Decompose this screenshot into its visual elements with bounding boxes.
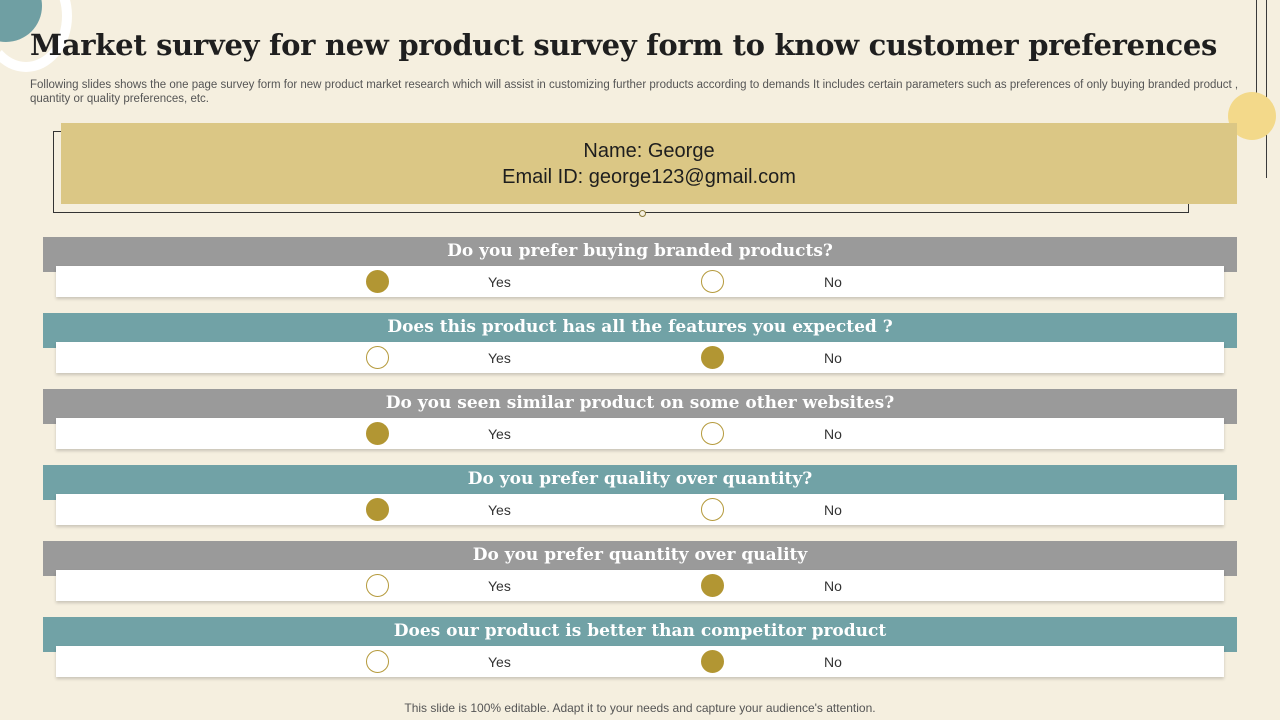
slide-subtitle: Following slides shows the one page surv… [30, 79, 1239, 105]
answer-row: Yes No [56, 494, 1224, 525]
no-radio[interactable] [701, 574, 724, 597]
no-label: No [824, 654, 842, 670]
yes-radio[interactable] [366, 422, 389, 445]
corner-ring-decoration [0, 0, 72, 72]
question-block: Do you prefer quality over quantity? Yes… [43, 465, 1237, 529]
yes-radio[interactable] [366, 270, 389, 293]
connector-dot [639, 210, 646, 217]
vertical-line-decoration [1256, 0, 1257, 118]
slide-title: Market survey for new product survey for… [30, 28, 1218, 62]
no-label: No [824, 274, 842, 290]
no-radio[interactable] [701, 498, 724, 521]
no-label: No [824, 350, 842, 366]
info-frame-corner [53, 131, 61, 132]
question-text: Do you prefer quality over quantity? [467, 469, 813, 489]
answer-row: Yes No [56, 570, 1224, 601]
yes-label: Yes [488, 578, 511, 594]
yes-radio[interactable] [366, 650, 389, 673]
question-block: Does this product has all the features y… [43, 313, 1237, 377]
question-text: Do you prefer quantity over quality [472, 545, 808, 565]
no-label: No [824, 578, 842, 594]
yes-label: Yes [488, 502, 511, 518]
slide-footer: This slide is 100% editable. Adapt it to… [404, 701, 876, 715]
no-label: No [824, 426, 842, 442]
answer-row: Yes No [56, 266, 1224, 297]
respondent-email: Email ID: george123@gmail.com [502, 165, 796, 188]
no-radio[interactable] [701, 650, 724, 673]
yes-label: Yes [488, 274, 511, 290]
yes-label: Yes [488, 426, 511, 442]
question-text: Does this product has all the features y… [387, 317, 893, 337]
yes-radio[interactable] [366, 346, 389, 369]
no-radio[interactable] [701, 422, 724, 445]
answer-row: Yes No [56, 646, 1224, 677]
yes-label: Yes [488, 350, 511, 366]
question-block: Do you prefer quantity over quality Yes … [43, 541, 1237, 605]
question-text: Do you seen similar product on some othe… [385, 393, 895, 413]
yes-label: Yes [488, 654, 511, 670]
answer-row: Yes No [56, 418, 1224, 449]
respondent-info-box: Name: George Email ID: george123@gmail.c… [61, 123, 1237, 204]
question-block: Do you prefer buying branded products? Y… [43, 237, 1237, 301]
question-text: Do you prefer buying branded products? [447, 241, 833, 261]
respondent-name: Name: George [583, 139, 715, 162]
no-label: No [824, 502, 842, 518]
yes-radio[interactable] [366, 574, 389, 597]
question-block: Does our product is better than competit… [43, 617, 1237, 681]
no-radio[interactable] [701, 346, 724, 369]
yes-radio[interactable] [366, 498, 389, 521]
vertical-line-decoration [1266, 0, 1267, 178]
answer-row: Yes No [56, 342, 1224, 373]
no-radio[interactable] [701, 270, 724, 293]
question-block: Do you seen similar product on some othe… [43, 389, 1237, 453]
question-text: Does our product is better than competit… [393, 621, 887, 641]
